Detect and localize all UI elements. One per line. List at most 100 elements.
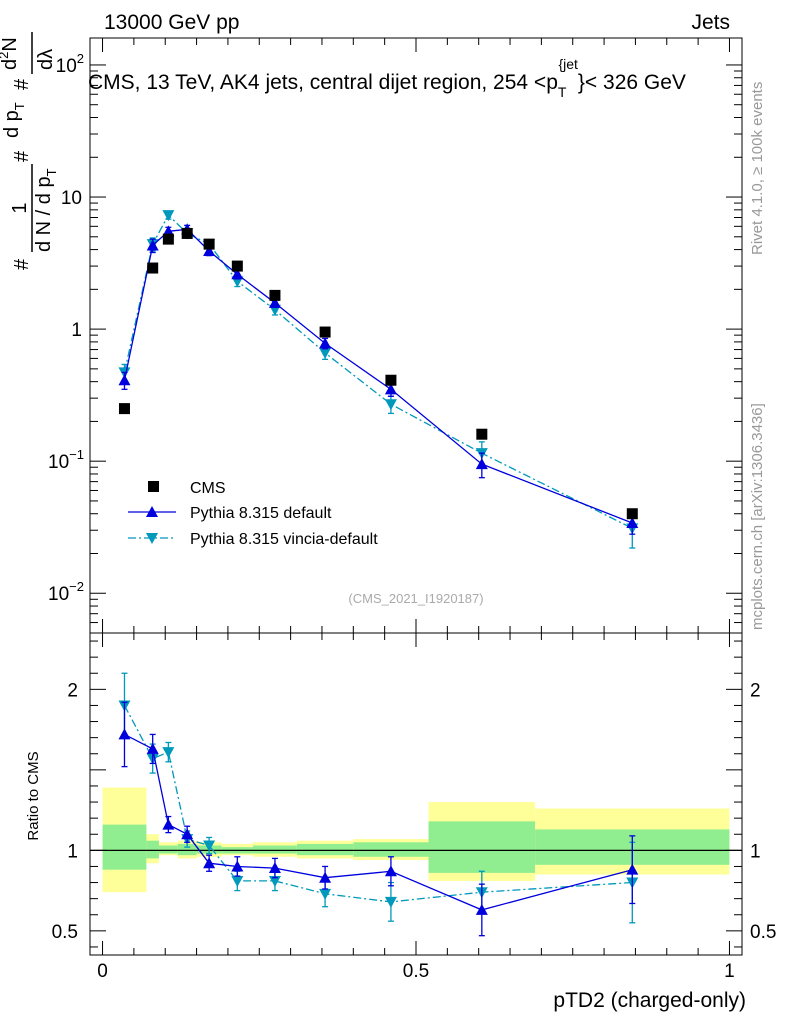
ratio-frame	[89, 632, 743, 956]
cms-point	[231, 260, 243, 272]
ratio-pythia-default-point	[146, 742, 159, 754]
ylabel-denominator: d N / d pT	[33, 168, 59, 252]
y-tick-label: 10	[61, 188, 82, 209]
legend-label-cms: CMS	[190, 480, 226, 497]
pythia-default-point	[626, 517, 639, 529]
ratio-pythia-default-point	[118, 728, 131, 740]
ylabel-one: 1	[9, 202, 31, 213]
legend-label-vincia: Pythia 8.315 vincia-default	[190, 531, 378, 548]
ylabel-hash-1: #	[11, 258, 33, 270]
pythia-default-point	[231, 268, 244, 280]
y-tick-label: 102	[56, 51, 84, 77]
x-axis-label: pTD2 (charged-only)	[553, 989, 746, 1012]
stat-band-bin	[353, 842, 429, 857]
cms-point	[147, 262, 159, 274]
ratio-y-tick-label-right: 0.5	[750, 922, 776, 943]
main-ticks: 10−2 10−1 1 10 102	[48, 38, 742, 634]
ratio-pythia-default-point	[268, 862, 281, 874]
main-frame	[89, 37, 743, 634]
main-series	[118, 210, 639, 549]
ratio-vincia-point	[268, 875, 281, 887]
ratio-vincia-point	[231, 875, 244, 887]
ratio-pythia-default-point	[475, 903, 488, 915]
ratio-vincia-point	[162, 747, 175, 759]
legend-marker-vincia	[146, 533, 158, 544]
stat-band-bin	[177, 843, 197, 856]
ratio-pythia-default-point	[231, 860, 244, 872]
ratio-ticks: 0 0.5 1 0.5 0.5 1 1 2 2	[52, 633, 776, 982]
cms-point	[626, 508, 638, 520]
mcplots-label: mcplots.cern.ch [arXiv:1306.3436]	[749, 403, 766, 630]
title-sub: T	[558, 84, 567, 100]
pythia-default-line	[123, 228, 633, 524]
legend: CMS Pythia 8.315 default Pythia 8.315 vi…	[128, 480, 378, 548]
main-title: CMS, 13 TeV, AK4 jets, central dijet reg…	[88, 56, 686, 100]
ratio-pythia-default-point	[181, 828, 194, 840]
ylabel-denom-lambda: dλ	[35, 49, 57, 70]
title-sup: {jet	[558, 56, 578, 72]
pythia-default-point	[203, 245, 216, 257]
energy-label: 13000 GeV pp	[104, 11, 239, 34]
cms-point	[385, 374, 397, 386]
legend-marker-default	[146, 506, 158, 517]
ylabel-frac2-numer: d pT	[1, 102, 27, 138]
ratio-y-tick-label-left: 0.5	[52, 922, 78, 943]
ratio-pythia-default-point	[203, 857, 216, 869]
cms-point	[181, 227, 193, 239]
ylabel-hash-2: #	[11, 150, 33, 162]
x-tick-label: 1	[724, 961, 735, 982]
title-prefix: CMS, 13 TeV, AK4 jets, central dijet reg…	[88, 71, 558, 94]
ratio-vincia-line	[123, 705, 633, 903]
ratio-vincia-point	[319, 888, 332, 900]
cms-point	[319, 326, 331, 338]
vincia-point	[162, 210, 175, 222]
pythia-default-point	[146, 239, 159, 251]
ratio-vincia-point	[384, 896, 397, 908]
stat-band-bin	[296, 843, 354, 856]
rivet-version-label: Rivet 4.1.0, ≥ 100k events	[749, 82, 766, 255]
ratio-plot-area	[89, 632, 743, 956]
cms-point	[118, 403, 130, 415]
ratio-series	[118, 672, 639, 937]
pythia-default-point	[162, 225, 175, 237]
pythia-default-point	[475, 458, 488, 470]
vincia-point	[384, 399, 397, 411]
ratio-pythia-default-point	[162, 818, 175, 830]
ratio-pythia-default-point	[319, 871, 332, 883]
stat-band-bin	[146, 840, 159, 859]
ratio-pythia-default-point	[626, 863, 639, 875]
ylabel-numer: d2N	[0, 37, 21, 70]
main-plot-area	[89, 37, 743, 634]
ratio-y-tick-label-right: 1	[750, 841, 761, 862]
title-suffix: }< 326 GeV	[578, 71, 686, 94]
pythia-default-point	[319, 337, 332, 349]
x-tick-label: 0	[97, 961, 108, 982]
stat-band-bin	[158, 845, 178, 854]
stat-band-bin	[102, 824, 147, 870]
ratio-y-tick-label-right: 2	[750, 680, 761, 701]
y-tick-label: 1	[71, 320, 82, 341]
stat-band-bin	[253, 845, 297, 854]
pythia-default-point	[268, 296, 281, 308]
pythia-default-point	[384, 383, 397, 395]
cms-point	[269, 289, 281, 301]
ratio-ylabel: Ratio to CMS	[25, 751, 42, 840]
legend-label-default: Pythia 8.315 default	[190, 505, 332, 522]
cms-point	[162, 233, 174, 245]
vincia-point	[319, 347, 332, 359]
stat-band-bin	[428, 821, 536, 873]
y-tick-label: 10−1	[48, 447, 84, 473]
ratio-uncertainty-bands	[102, 787, 730, 893]
ratio-pythia-default-point	[384, 865, 397, 877]
analysis-watermark: (CMS_2021_I1920187)	[348, 591, 483, 606]
ratio-y-tick-label-left: 1	[67, 841, 78, 862]
ratio-vincia-point	[203, 840, 216, 852]
y-tick-label: 10−2	[48, 579, 84, 605]
cms-point	[476, 428, 488, 440]
ylabel-hash-3: #	[11, 78, 33, 90]
pythia-default-point	[118, 374, 131, 386]
legend-marker-cms	[148, 481, 159, 492]
main-ylabel: # 1 d N / d pT # d pT # d2N dλ	[0, 32, 59, 270]
x-tick-label: 0.5	[403, 961, 429, 982]
